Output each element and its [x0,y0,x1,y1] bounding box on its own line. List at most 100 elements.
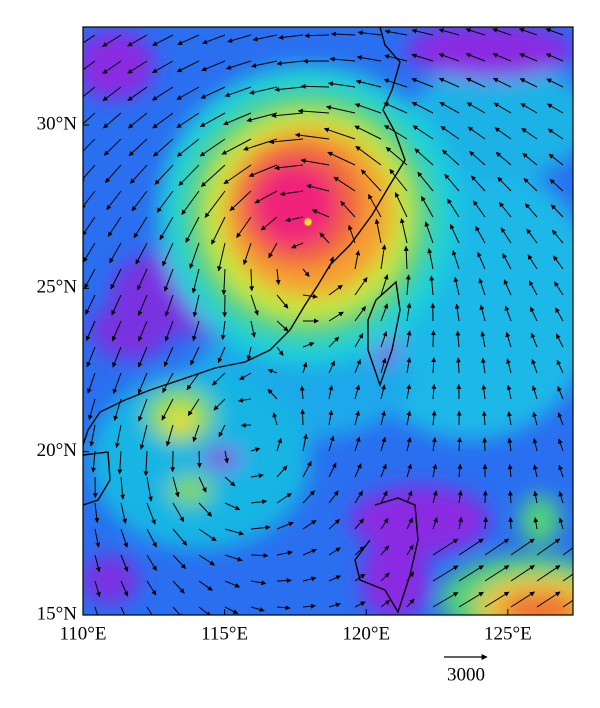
wind-arrow [394,192,408,218]
wind-arrow [297,108,330,114]
wind-arrow [554,281,564,296]
wind-arrow [302,268,310,277]
wind-arrow [276,550,293,556]
wind-arrow [546,103,564,114]
wind-arrow [327,151,356,166]
wind-arrow [94,528,101,548]
wind-arrow [267,368,278,374]
wind-arrow [133,216,148,239]
wind-arrow [405,274,411,296]
wind-arrow [250,294,259,316]
wind-arrow [250,553,269,559]
wind-arrow [83,112,96,129]
field [83,27,573,615]
wind-arrow [83,86,96,98]
wind-arrow [112,346,122,368]
wind-arrow [348,224,356,244]
wind-arrow [520,103,538,114]
wind-arrow [90,450,96,473]
wind-arrow [161,398,174,421]
wind-arrow [146,528,157,548]
wind-arrow [519,78,538,88]
wind-arrow [421,195,434,218]
wind-arrow [411,101,434,114]
wind-arrow [457,437,463,452]
wind-arrow [87,398,96,421]
wind-arrow [85,294,96,315]
wind-arrow [507,490,513,504]
wind-arrow [519,53,538,62]
wind-arrow [302,342,315,348]
wind-arrow [449,223,460,244]
wind-arrow [380,244,387,270]
wind-arrow [276,492,292,504]
wind-arrow [172,580,185,594]
wind-arrow [112,372,122,395]
wind-arrow [162,372,174,394]
wind-arrow [220,320,226,341]
wind-arrow [380,572,390,582]
wind-arrow [406,437,412,452]
wind-arrow [431,410,437,426]
wind-arrow [227,34,252,43]
y-tick-label: 20°N [37,440,78,461]
wind-arrow [242,242,252,266]
wind-arrow [504,305,512,322]
wind-arrow [502,253,512,270]
wind-arrow [505,331,512,348]
wind-arrow [528,280,538,296]
y-tick-label: 25°N [37,277,78,298]
wind-arrow [432,565,459,582]
wind-arrow [276,465,288,478]
wind-arrow [458,516,463,530]
wind-vectors [83,27,573,615]
wind-arrow [328,575,342,582]
wind-arrow [432,463,438,478]
wind-arrow [181,190,200,215]
wind-arrow [406,410,412,426]
wind-arrow [454,303,460,322]
wind-arrow [192,424,200,443]
wind-arrow [224,86,252,98]
wind-arrow [250,580,267,586]
wind-arrow [83,242,96,263]
wind-arrow [107,216,122,237]
wind-arrow [380,545,390,556]
wind-arrow [354,463,362,478]
wind-arrow [431,437,437,452]
wind-arrow [508,516,514,530]
wind-arrow [530,332,538,348]
wind-arrow [302,548,317,556]
wind-arrow [523,177,538,192]
wind-arrow [249,268,255,292]
wind-arrow [199,138,226,157]
wind-arrow [224,450,229,464]
wind-arrow [360,169,382,192]
wind-arrow [268,138,304,145]
wind-arrow [357,30,382,36]
wind-arrow [156,190,174,213]
wind-arrow [274,164,304,171]
wind-arrow [406,490,413,504]
wind-arrow [127,112,148,129]
wind-arrow [136,268,148,291]
wind-arrow [204,190,226,218]
wind-arrow [545,53,564,62]
wind-arrow [383,124,408,140]
wind-arrow [198,554,215,566]
wind-arrow [506,411,512,426]
wind-arrow [328,360,335,374]
wind-arrow [399,217,408,244]
wind-arrow [319,232,330,244]
wind-arrow [152,34,174,46]
wind-arrow [432,591,459,608]
wind-arrow [374,218,382,244]
wind-arrow [328,602,341,608]
wind-arrow [246,346,252,361]
wind-arrow [453,276,460,296]
wind-arrow [172,554,187,569]
wind-arrow [380,303,389,322]
wind-arrow [547,128,564,140]
wind-arrow [492,77,512,88]
wind-arrow [191,268,200,294]
